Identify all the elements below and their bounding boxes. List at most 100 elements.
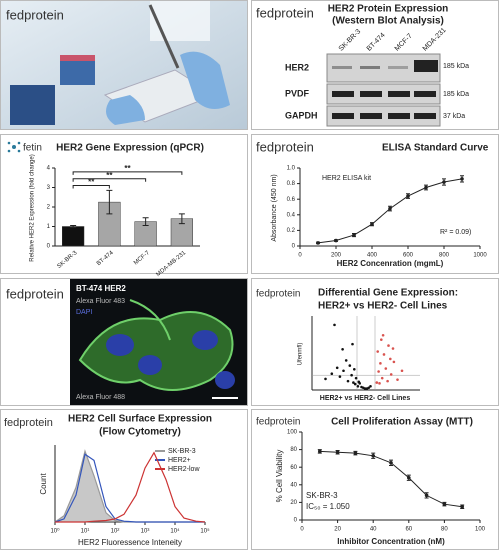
data-point xyxy=(424,185,428,190)
data-point xyxy=(348,364,352,367)
error-bar xyxy=(70,225,77,228)
logo: fedprotein xyxy=(256,5,314,20)
x-tick-label: MCF-7 xyxy=(133,250,151,267)
data-point xyxy=(406,194,410,198)
lab-photo: fedprotein xyxy=(1,1,247,129)
size-label: 37 kDa xyxy=(443,113,465,120)
size-label: 185 kDa xyxy=(443,91,469,98)
data-point xyxy=(318,449,322,454)
data-point xyxy=(389,461,393,465)
annotation: R² = 0.09) xyxy=(440,229,471,236)
logo: fetin xyxy=(23,143,42,154)
x-tick-label: 10⁴ xyxy=(170,528,180,535)
data-point xyxy=(357,380,361,384)
lane-label: BT-474 xyxy=(366,32,387,53)
data-point xyxy=(352,233,356,237)
data-point xyxy=(334,238,338,243)
data-point xyxy=(353,367,356,371)
logo: fedprotein xyxy=(256,289,300,300)
y-tick-label: 2 xyxy=(47,205,51,211)
data-point xyxy=(442,180,446,184)
subtitle: (Western Blot Analysis) xyxy=(332,16,444,27)
image-label: BT-474 HER2 xyxy=(76,284,126,293)
y-label: Relative HER2 Expression (fold change) xyxy=(30,154,36,261)
data-point xyxy=(353,451,358,455)
data-point xyxy=(335,366,339,370)
legend-label: HER2-low xyxy=(168,466,200,473)
data-point xyxy=(384,367,388,370)
x-tick-label: 0 xyxy=(298,253,302,259)
y-tick-label: 100 xyxy=(287,430,298,436)
subtitle: HER2+ vs HER2- Cell Lines xyxy=(318,301,448,312)
significance-label: ** xyxy=(124,164,131,173)
data-point xyxy=(324,377,327,381)
row-label: HER2 xyxy=(285,62,309,72)
data-point xyxy=(371,453,376,458)
data-point xyxy=(346,379,350,383)
y-tick-label: 3 xyxy=(47,185,51,191)
y-tick-label: 0 xyxy=(47,244,51,250)
data-point xyxy=(380,338,383,341)
image-label: DAPI xyxy=(76,309,92,316)
data-point xyxy=(388,206,392,211)
legend: HER2 ELISA kit xyxy=(322,175,371,182)
lane-label: SK-BR-3 xyxy=(338,28,363,53)
x-label: HER2 Fluoressence Inteneity xyxy=(78,538,182,547)
error-bar xyxy=(142,217,149,227)
x-tick-label: 60 xyxy=(405,527,412,533)
data-point xyxy=(380,376,384,380)
data-point xyxy=(375,381,379,384)
bar xyxy=(62,226,85,247)
image-label: Alexa Fluor 488 xyxy=(76,394,125,401)
title: Differential Gene Expression: xyxy=(318,288,458,299)
data-point xyxy=(387,344,390,347)
error-bar xyxy=(178,213,185,225)
title: Cell Proliferation Assay (MTT) xyxy=(331,417,473,428)
y-tick-label: 0.8 xyxy=(287,181,296,187)
x-label: Inhibitor Concentration (nM) xyxy=(337,537,445,546)
significance-label: ** xyxy=(106,171,113,180)
data-point xyxy=(370,222,374,226)
logo: fedprotein xyxy=(256,417,300,428)
western-blot: fedprotein HER2 Protein Expression (West… xyxy=(256,4,469,127)
x-label: HER2+ vs HER2- Cell Lines xyxy=(320,395,411,402)
y-tick-label: 20 xyxy=(290,500,297,506)
data-point xyxy=(356,385,360,388)
data-point xyxy=(391,347,395,350)
data-point xyxy=(392,360,396,364)
histogram-curve xyxy=(54,453,205,523)
lane-label: MDA-231 xyxy=(422,27,448,53)
row-label: GAPDH xyxy=(285,110,318,120)
data-point xyxy=(316,241,320,245)
y-tick-label: 0 xyxy=(294,518,298,524)
data-point xyxy=(379,362,382,365)
data-point xyxy=(354,376,358,380)
significance-bracket xyxy=(72,185,110,189)
title: ELISA Standard Curve xyxy=(382,143,489,154)
data-point xyxy=(407,475,411,480)
annotation: SK-BR-3 xyxy=(306,491,338,500)
y-tick-label: 1 xyxy=(47,224,51,230)
x-tick-label: 800 xyxy=(439,253,450,259)
row-label: PVDF xyxy=(285,88,310,98)
data-point xyxy=(338,375,342,378)
histogram-curve xyxy=(55,451,206,523)
data-point xyxy=(376,350,380,353)
data-point xyxy=(381,333,385,337)
title: HER2 Protein Expression xyxy=(328,4,449,15)
title: HER2 Gene Expression (qPCR) xyxy=(56,143,204,154)
x-tick-label: 400 xyxy=(367,253,378,259)
x-label: HER2 Concenration (mgmL) xyxy=(337,259,444,268)
y-tick-label: 0.2 xyxy=(287,228,296,234)
data-point xyxy=(352,381,355,384)
data-point xyxy=(367,386,371,390)
data-point xyxy=(424,493,429,498)
data-point xyxy=(344,359,348,362)
y-tick-label: 4 xyxy=(47,166,51,172)
logo: fedprotein xyxy=(4,417,53,429)
data-point xyxy=(386,379,389,383)
x-tick-label: 10¹ xyxy=(81,529,90,535)
data-point xyxy=(400,369,404,373)
x-tick-label: SK-BR-3 xyxy=(56,250,78,270)
logo-icon xyxy=(7,141,21,153)
